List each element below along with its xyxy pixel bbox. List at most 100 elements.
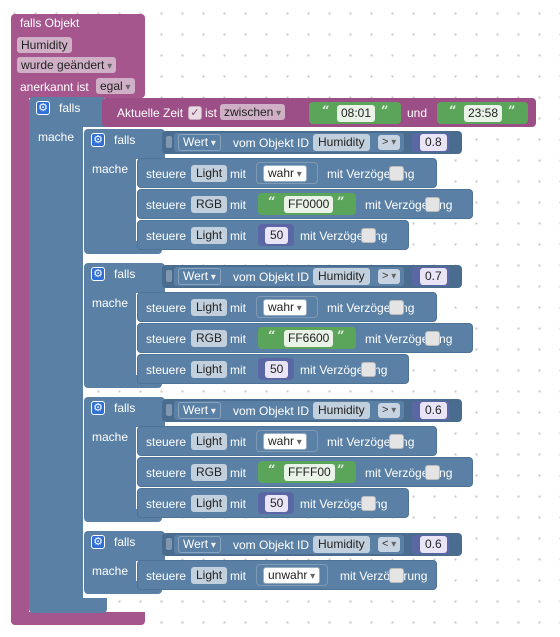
checkbox-icon[interactable] — [425, 197, 440, 212]
condition-number-field[interactable]: 0.7 — [420, 268, 447, 285]
quote-open-icon: “ — [268, 195, 276, 210]
text-field[interactable]: FF6600 — [284, 330, 334, 347]
comparison-connector — [166, 404, 172, 416]
control-mit-label: mit — [230, 301, 246, 315]
boolean-dropdown[interactable]: wahr — [263, 433, 307, 450]
object-id-field[interactable]: Humidity — [313, 402, 370, 419]
control-target-field[interactable]: Light — [191, 165, 228, 182]
control-target-field[interactable]: Light — [191, 567, 228, 584]
boolean-dropdown[interactable]: wahr — [263, 299, 307, 316]
gear-icon[interactable]: ⚙ — [91, 401, 105, 415]
control-steuere-label: steuere — [146, 569, 187, 583]
text-field[interactable]: FF0000 — [284, 196, 334, 213]
trigger-object-field[interactable]: Humidity — [17, 37, 72, 53]
control-number-field[interactable]: 50 — [265, 361, 289, 378]
control-target-field[interactable]: Light — [191, 299, 228, 316]
trigger-ack-dropdown[interactable]: egal — [96, 78, 135, 94]
condition-number-field[interactable]: 0.8 — [420, 134, 447, 151]
gear-icon[interactable]: ⚙ — [91, 267, 105, 281]
comparison-connector — [166, 538, 172, 550]
control-mit-label: mit — [230, 332, 246, 346]
text-field[interactable]: FFFF00 — [284, 464, 335, 481]
control-target-field[interactable]: RGB — [191, 196, 228, 213]
condition-number-field[interactable]: 0.6 — [420, 402, 447, 419]
value-type-dropdown[interactable]: Wert — [178, 402, 221, 419]
operator-dropdown[interactable]: > — [378, 403, 401, 418]
gear-icon[interactable]: ⚙ — [36, 101, 50, 115]
time-from-field[interactable]: 08:01 — [337, 105, 376, 122]
boolean-dropdown[interactable]: wahr — [263, 165, 307, 182]
quote-close-icon: ” — [337, 195, 345, 210]
operator-value: > — [382, 404, 389, 416]
control-number-field[interactable]: 50 — [265, 495, 289, 512]
checkbox-icon[interactable] — [361, 496, 376, 511]
vom-objekt-label: vom Objekt ID — [233, 270, 310, 284]
control-target-field[interactable]: Light — [191, 361, 228, 378]
value-type-dropdown[interactable]: Wert — [178, 268, 221, 285]
control-steuere-label: steuere — [146, 198, 187, 212]
control-steuere-label: steuere — [146, 332, 187, 346]
control-target-field[interactable]: Light — [191, 227, 228, 244]
vom-objekt-label: vom Objekt ID — [233, 538, 310, 552]
checkbox-icon[interactable]: ✓ — [188, 106, 202, 120]
gear-icon[interactable]: ⚙ — [91, 535, 105, 549]
checkbox-icon[interactable] — [389, 434, 404, 449]
value-type-dropdown[interactable]: Wert — [178, 536, 221, 553]
value-type-value: Wert — [183, 537, 209, 551]
checkbox-icon[interactable] — [425, 331, 440, 346]
time-to-field[interactable]: 23:58 — [464, 105, 503, 122]
object-id-field[interactable]: Humidity — [313, 134, 370, 151]
object-id-field[interactable]: Humidity — [313, 536, 370, 553]
control-target-field[interactable]: Light — [191, 433, 228, 450]
value-type-dropdown[interactable]: Wert — [178, 134, 221, 151]
condition-mache-label: mache — [92, 296, 129, 310]
control-mit-label: mit — [230, 466, 246, 480]
control-target-field[interactable]: Light — [191, 495, 228, 512]
control-target-field[interactable]: RGB — [191, 330, 228, 347]
control-steuere-label: steuere — [146, 466, 187, 480]
control-steuere-label: steuere — [146, 167, 187, 181]
control-mit-label: mit — [230, 497, 246, 511]
condition-mache-label: mache — [92, 564, 129, 578]
checkbox-icon[interactable] — [389, 300, 404, 315]
time-if-mache-label: mache — [38, 130, 75, 144]
checkbox-icon[interactable] — [389, 166, 404, 181]
boolean-value: wahr — [268, 300, 295, 314]
quote-close-icon: ” — [337, 329, 345, 344]
control-steuere-label: steuere — [146, 301, 187, 315]
condition-falls-label: falls — [114, 401, 136, 415]
gear-icon[interactable]: ⚙ — [91, 133, 105, 147]
trigger-block-spine — [11, 90, 29, 622]
control-mit-label: mit — [230, 198, 246, 212]
time-und-label: und — [407, 106, 428, 120]
checkbox-icon[interactable] — [389, 568, 404, 583]
checkbox-icon[interactable] — [425, 465, 440, 480]
control-target-field[interactable]: RGB — [191, 464, 228, 481]
control-steuere-label: steuere — [146, 229, 187, 243]
operator-dropdown[interactable]: > — [378, 269, 401, 284]
control-steuere-label: steuere — [146, 497, 187, 511]
vom-objekt-label: vom Objekt ID — [233, 136, 310, 150]
quote-open-icon: “ — [268, 329, 276, 344]
control-mit-label: mit — [230, 229, 246, 243]
boolean-dropdown[interactable]: unwahr — [263, 567, 321, 584]
operator-value: > — [382, 270, 389, 282]
checkbox-icon[interactable] — [361, 362, 376, 377]
operator-dropdown[interactable]: < — [378, 537, 401, 552]
time-mode-dropdown[interactable]: zwischen — [220, 104, 286, 120]
quote-close-icon: ” — [337, 463, 345, 478]
condition-falls-label: falls — [114, 535, 136, 549]
control-mit-label: mit — [230, 569, 246, 583]
condition-if-spine — [84, 149, 136, 250]
operator-dropdown[interactable]: > — [378, 135, 401, 150]
operator-value: > — [382, 136, 389, 148]
condition-number-field[interactable]: 0.6 — [420, 536, 447, 553]
checkbox-icon[interactable] — [361, 228, 376, 243]
object-id-field[interactable]: Humidity — [313, 268, 370, 285]
control-number-field[interactable]: 50 — [265, 227, 289, 244]
control-delay-label: mit Verzögerung — [340, 569, 428, 583]
value-type-value: Wert — [183, 135, 209, 149]
control-steuere-label: steuere — [146, 435, 187, 449]
time-condition-ist: ist — [205, 106, 217, 120]
trigger-change-dropdown[interactable]: wurde geändert — [17, 57, 117, 73]
